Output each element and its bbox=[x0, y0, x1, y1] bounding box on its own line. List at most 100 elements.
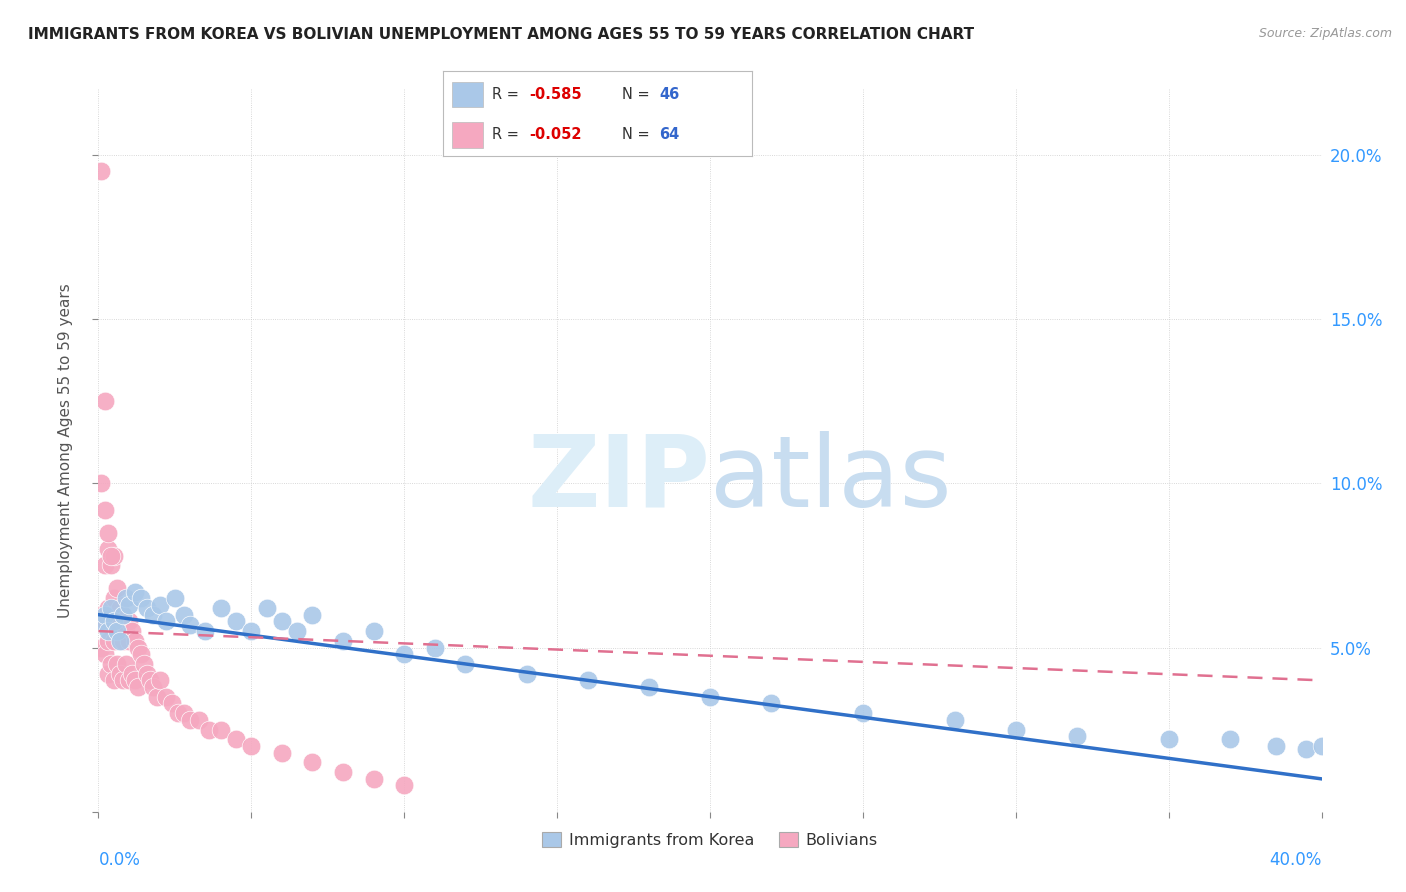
Point bbox=[124, 634, 146, 648]
Point bbox=[852, 706, 875, 721]
Point bbox=[576, 673, 599, 688]
Point bbox=[1264, 739, 1286, 753]
Point bbox=[1157, 732, 1180, 747]
Point bbox=[516, 666, 538, 681]
Point bbox=[179, 713, 201, 727]
Point bbox=[136, 601, 159, 615]
Point bbox=[423, 640, 446, 655]
Point bbox=[111, 607, 134, 622]
Point bbox=[93, 502, 115, 516]
Point bbox=[124, 673, 146, 688]
Bar bbox=[453, 81, 484, 107]
Point bbox=[454, 657, 477, 671]
Point bbox=[111, 634, 134, 648]
Point bbox=[103, 673, 125, 688]
Point bbox=[111, 673, 134, 688]
Point bbox=[108, 666, 131, 681]
Point bbox=[93, 614, 115, 628]
Point bbox=[90, 164, 112, 178]
Point bbox=[90, 607, 112, 622]
Point bbox=[301, 756, 323, 770]
Point bbox=[363, 772, 385, 786]
Point bbox=[100, 558, 122, 573]
Point bbox=[160, 696, 183, 710]
Point bbox=[240, 739, 263, 753]
Point bbox=[108, 624, 131, 639]
Point bbox=[100, 601, 122, 615]
Point bbox=[93, 607, 115, 622]
Text: -0.052: -0.052 bbox=[530, 128, 582, 143]
Point bbox=[118, 614, 141, 628]
Point bbox=[93, 558, 115, 573]
Point bbox=[134, 657, 156, 671]
Point bbox=[392, 647, 416, 661]
Point bbox=[209, 723, 232, 737]
Text: IMMIGRANTS FROM KOREA VS BOLIVIAN UNEMPLOYMENT AMONG AGES 55 TO 59 YEARS CORRELA: IMMIGRANTS FROM KOREA VS BOLIVIAN UNEMPL… bbox=[28, 27, 974, 42]
Point bbox=[103, 634, 125, 648]
Point bbox=[118, 673, 141, 688]
Point bbox=[129, 647, 152, 661]
Text: 64: 64 bbox=[659, 128, 679, 143]
Point bbox=[90, 614, 112, 628]
Point bbox=[1310, 739, 1333, 753]
Text: Source: ZipAtlas.com: Source: ZipAtlas.com bbox=[1258, 27, 1392, 40]
Point bbox=[173, 607, 195, 622]
Legend: Immigrants from Korea, Bolivians: Immigrants from Korea, Bolivians bbox=[536, 826, 884, 855]
Point bbox=[139, 673, 162, 688]
Point bbox=[759, 696, 782, 710]
Y-axis label: Unemployment Among Ages 55 to 59 years: Unemployment Among Ages 55 to 59 years bbox=[59, 283, 73, 618]
Point bbox=[149, 598, 172, 612]
Text: -0.585: -0.585 bbox=[530, 87, 582, 102]
Point bbox=[163, 591, 186, 606]
Point bbox=[167, 706, 190, 721]
Point bbox=[209, 601, 232, 615]
Point bbox=[225, 732, 247, 747]
Point bbox=[103, 591, 125, 606]
Point bbox=[97, 666, 120, 681]
Text: R =: R = bbox=[492, 87, 524, 102]
Point bbox=[155, 690, 177, 704]
Point bbox=[392, 779, 416, 793]
Point bbox=[108, 634, 131, 648]
Point bbox=[127, 680, 149, 694]
Point bbox=[97, 525, 120, 540]
Text: atlas: atlas bbox=[710, 431, 952, 528]
Point bbox=[97, 601, 120, 615]
Point bbox=[179, 617, 201, 632]
Point bbox=[93, 647, 115, 661]
Point bbox=[118, 634, 141, 648]
Point bbox=[240, 624, 263, 639]
Point bbox=[118, 598, 141, 612]
Point bbox=[93, 394, 115, 409]
Point bbox=[105, 624, 128, 639]
Point bbox=[225, 614, 247, 628]
Point bbox=[103, 549, 125, 563]
Text: 0.0%: 0.0% bbox=[98, 851, 141, 869]
Text: N =: N = bbox=[623, 87, 655, 102]
Point bbox=[142, 680, 165, 694]
Point bbox=[270, 746, 292, 760]
Point bbox=[270, 614, 292, 628]
Point bbox=[100, 607, 122, 622]
Point bbox=[256, 601, 278, 615]
Point bbox=[115, 657, 138, 671]
Point bbox=[943, 713, 966, 727]
Point bbox=[127, 640, 149, 655]
Point bbox=[115, 624, 138, 639]
Text: N =: N = bbox=[623, 128, 655, 143]
Point bbox=[105, 582, 128, 596]
Point bbox=[1004, 723, 1026, 737]
Point bbox=[142, 607, 165, 622]
Point bbox=[121, 624, 143, 639]
Text: 40.0%: 40.0% bbox=[1270, 851, 1322, 869]
Point bbox=[90, 640, 112, 655]
Point bbox=[301, 607, 323, 622]
Point bbox=[285, 624, 308, 639]
Text: ZIP: ZIP bbox=[527, 431, 710, 528]
Point bbox=[97, 634, 120, 648]
Point bbox=[173, 706, 195, 721]
Point bbox=[105, 657, 128, 671]
Point bbox=[155, 614, 177, 628]
Point bbox=[1066, 729, 1088, 743]
Point bbox=[121, 666, 143, 681]
